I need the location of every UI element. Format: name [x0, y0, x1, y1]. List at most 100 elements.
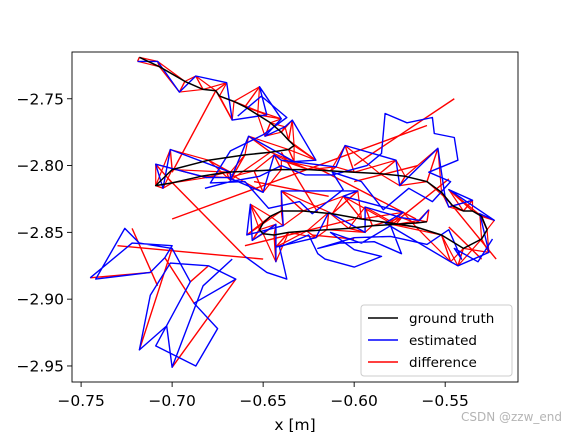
x-tick-label: −0.60 [330, 392, 378, 410]
difference-segment [306, 211, 330, 232]
difference-segment [344, 145, 355, 173]
difference-segment [361, 211, 404, 220]
plot-frame [71, 51, 519, 383]
difference-segment [189, 265, 209, 283]
difference-segment [253, 154, 275, 172]
difference-segment [281, 190, 333, 215]
difference-segment [275, 230, 308, 248]
estimated-path [89, 227, 237, 368]
difference-segment [231, 101, 235, 121]
difference-segment [399, 181, 428, 187]
difference-segment [171, 90, 217, 173]
difference-segment [379, 159, 397, 175]
x-axis: −0.75 −0.70 −0.65 −0.60 −0.55 [57, 382, 469, 410]
x-axis-label: x [m] [274, 416, 315, 432]
difference-segment [328, 211, 350, 229]
difference-segment [218, 95, 233, 121]
series-difference [90, 56, 497, 368]
legend-label-ground-truth: ground truth [409, 311, 494, 327]
series-ground-truth [139, 56, 488, 250]
difference-segment [280, 190, 304, 212]
difference-segment [226, 172, 230, 178]
difference-segment [202, 82, 227, 90]
difference-segment [395, 217, 403, 225]
legend-label-estimated: estimated [409, 333, 477, 349]
difference-segment [364, 206, 397, 225]
difference-segment [288, 148, 317, 161]
difference-segment [250, 203, 271, 217]
difference-segment [249, 204, 261, 230]
difference-segment [131, 228, 159, 287]
estimated-path [244, 224, 494, 280]
difference-segment [195, 75, 217, 92]
difference-segment [291, 120, 295, 146]
difference-segment [448, 226, 483, 260]
difference-segment [264, 122, 272, 137]
difference-segment [275, 231, 290, 248]
difference-segment [273, 154, 282, 170]
y-tick-label: −2.85 [17, 224, 65, 242]
difference-segment [293, 144, 317, 161]
legend-label-difference: difference [409, 355, 477, 371]
difference-segment [379, 173, 400, 187]
y-axis: −2.75 −2.80 −2.85 −2.90 −2.95 [17, 90, 72, 375]
ground-truth-path [139, 56, 488, 250]
series-layer [89, 56, 497, 368]
difference-segment [342, 195, 391, 224]
difference-segment [259, 223, 277, 231]
difference-segment [441, 234, 459, 267]
difference-segment [287, 120, 293, 141]
difference-segment [257, 86, 261, 115]
y-tick-label: −2.80 [17, 157, 65, 175]
difference-segment [281, 159, 331, 172]
estimated-path [137, 60, 495, 267]
difference-segment [353, 98, 455, 167]
difference-segment [287, 149, 295, 162]
difference-segment [179, 88, 204, 93]
difference-segment [195, 75, 204, 90]
difference-segment [253, 180, 329, 197]
difference-segment [172, 168, 231, 173]
difference-segment [155, 149, 171, 186]
difference-segment [117, 245, 264, 260]
difference-segment [364, 225, 373, 233]
difference-segment [426, 147, 439, 182]
difference-segment [270, 215, 284, 227]
difference-segment [357, 190, 363, 220]
y-tick-label: −2.90 [17, 291, 65, 309]
difference-segment [138, 248, 173, 351]
difference-segment [257, 114, 266, 137]
difference-segment [353, 159, 397, 173]
difference-segment [169, 149, 173, 170]
difference-segment [402, 211, 417, 228]
difference-segment [306, 230, 317, 239]
y-tick-label: −2.75 [17, 90, 65, 108]
difference-segment [136, 57, 140, 62]
difference-segment [244, 106, 282, 120]
difference-segment [262, 233, 277, 263]
difference-segment [215, 82, 228, 92]
difference-segment [317, 167, 417, 220]
difference-segment [280, 151, 319, 213]
difference-segment [331, 195, 344, 214]
difference-segment [395, 159, 406, 177]
watermark-text: CSDN @zzw_end [460, 410, 562, 424]
difference-segment [253, 170, 264, 193]
difference-segment [244, 86, 261, 108]
difference-segment [426, 209, 430, 222]
difference-segment [244, 218, 355, 247]
difference-segment [348, 227, 366, 234]
difference-segment [246, 222, 264, 236]
difference-segment [262, 169, 282, 193]
difference-segment [331, 190, 359, 215]
difference-segment [171, 278, 237, 368]
difference-segment [364, 206, 374, 226]
difference-segment [284, 126, 290, 141]
difference-segment [275, 232, 290, 262]
difference-segment [162, 169, 173, 189]
difference-segment [457, 238, 483, 267]
difference-segment [486, 219, 495, 231]
difference-segment [282, 210, 304, 227]
x-tick-label: −0.75 [57, 392, 105, 410]
